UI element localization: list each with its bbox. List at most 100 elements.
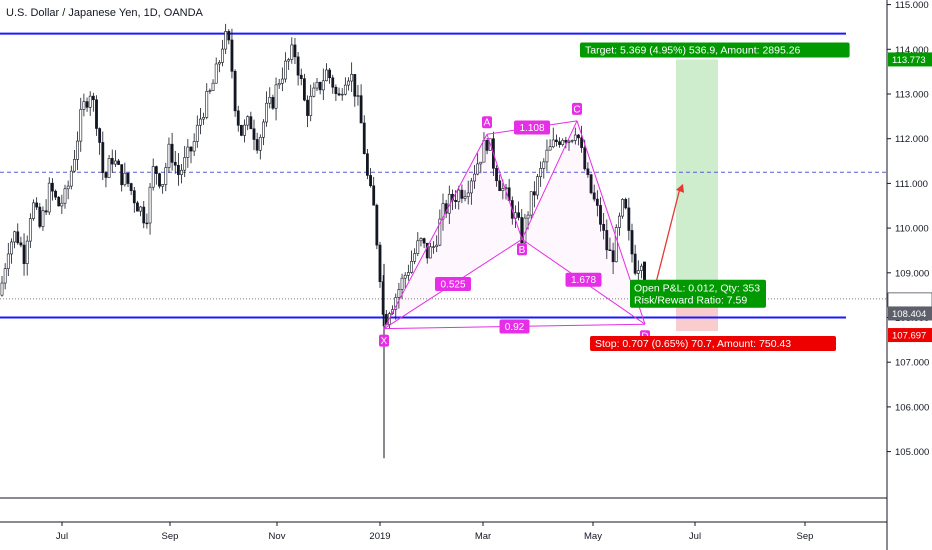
candle: [397, 283, 401, 309]
y-tick-label: 109.000: [895, 268, 929, 279]
candle-body: [343, 84, 347, 95]
candle: [60, 194, 64, 215]
candle-body: [372, 185, 376, 206]
candle: [372, 176, 376, 206]
candle: [435, 235, 439, 253]
candle-body: [28, 218, 32, 242]
candle-body: [139, 206, 143, 212]
candle: [432, 241, 435, 254]
candle-body: [432, 246, 435, 248]
pattern-point-a: A: [484, 118, 491, 129]
x-tick-label: Sep: [162, 531, 179, 542]
candle: [41, 206, 45, 231]
candle-body: [211, 82, 215, 91]
candle: [6, 242, 10, 277]
candle: [624, 197, 628, 210]
candle-body: [608, 249, 612, 251]
candle-body: [463, 196, 467, 199]
candle-body: [611, 250, 615, 263]
stop-label: Stop: 0.707 (0.65%) 70.7, Amount: 750.43: [595, 338, 791, 350]
candle: [10, 238, 13, 264]
candle: [627, 197, 631, 241]
price-scale: [887, 0, 932, 550]
candle: [54, 189, 57, 201]
chart-title: U.S. Dollar / Japanese Yen, 1D, OANDA: [6, 7, 203, 19]
candle-body: [315, 81, 319, 89]
pattern-ratio: 1.108: [519, 123, 544, 134]
candle-body: [47, 182, 51, 213]
candle-body: [158, 173, 161, 187]
candle: [63, 184, 67, 209]
candle: [438, 209, 442, 247]
candle: [359, 84, 363, 124]
candle-body: [425, 242, 429, 259]
candle-body: [337, 93, 341, 96]
candle-body: [583, 147, 587, 170]
candle: [161, 184, 165, 194]
candle-body: [400, 277, 404, 290]
candle-body: [419, 238, 423, 242]
candle-body: [529, 191, 533, 216]
candle: [173, 150, 177, 174]
candle-body: [79, 109, 83, 142]
candle-body: [170, 143, 174, 163]
candle: [495, 165, 498, 187]
candle-body: [466, 192, 470, 197]
candle-body: [38, 206, 42, 227]
y-tick-label: 105.000: [895, 447, 929, 458]
candle-body: [208, 90, 212, 92]
candle-body: [224, 31, 228, 50]
pattern-point-x: X: [381, 336, 388, 347]
target-label: Target: 5.369 (4.95%) 536.9, Amount: 289…: [585, 44, 801, 56]
candle-body: [577, 134, 580, 139]
candle: [611, 242, 615, 275]
candle-body: [107, 158, 111, 178]
candle-body: [186, 146, 190, 158]
candle-body: [624, 199, 628, 209]
candle-body: [240, 124, 243, 136]
candle-body: [230, 39, 234, 72]
candle-body: [296, 56, 300, 76]
candle: [365, 149, 369, 180]
candle-body: [403, 274, 407, 279]
candle: [224, 23, 228, 55]
candle-body: [438, 218, 442, 246]
candle: [85, 97, 89, 112]
y-tick-label: 106.000: [895, 402, 929, 413]
candle: [16, 223, 20, 245]
candle-body: [41, 210, 45, 227]
candle-body: [526, 214, 530, 219]
price-tag-target-bg: [888, 52, 932, 67]
candle-body: [306, 99, 309, 116]
candle-body: [365, 153, 369, 176]
candle: [605, 219, 609, 259]
candle: [107, 155, 111, 178]
candle-body: [347, 80, 350, 86]
candle: [25, 235, 29, 276]
candle: [205, 83, 209, 120]
candle-body: [73, 159, 76, 172]
candle: [98, 127, 102, 155]
pattern-point-c: C: [573, 104, 580, 115]
candle: [636, 260, 640, 282]
y-tick-label: 111.000: [895, 179, 928, 190]
candle: [95, 95, 98, 136]
candle-body: [479, 161, 483, 165]
candle: [136, 200, 139, 212]
candle-body: [277, 83, 281, 86]
candle: [280, 67, 284, 92]
candle-body: [221, 48, 224, 63]
candle-body: [161, 184, 165, 187]
candle: [79, 97, 83, 152]
x-tick-label: 2019: [369, 531, 390, 542]
candle-body: [123, 172, 127, 186]
pattern-ratio: 0.525: [440, 279, 465, 290]
candle: [419, 237, 423, 247]
candle: [246, 115, 250, 131]
y-tick-label: 110.000: [895, 224, 929, 235]
y-tick-label: 115.000: [895, 0, 929, 11]
candle-body: [214, 63, 218, 84]
candle-body: [422, 238, 426, 244]
candle-body: [517, 212, 521, 218]
